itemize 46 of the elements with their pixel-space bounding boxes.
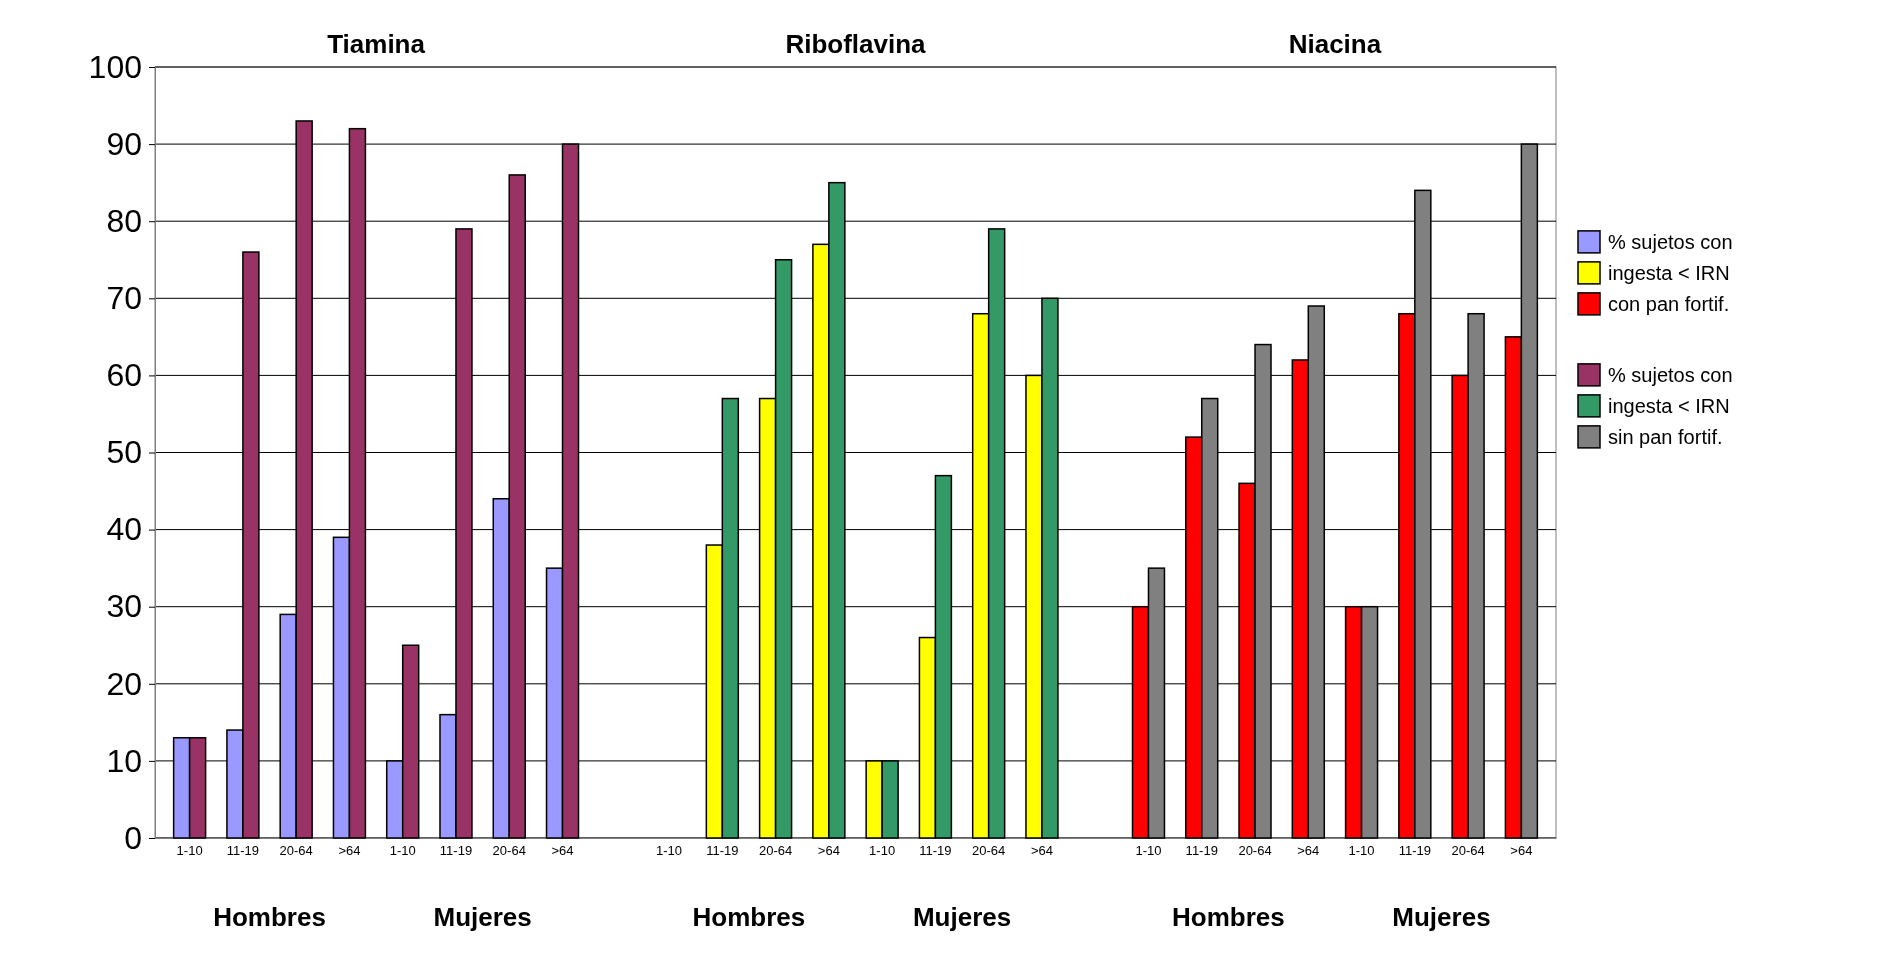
- text: Hombres: [213, 902, 326, 932]
- text: Riboflavina: [785, 29, 927, 59]
- x-tick-label: 20-64: [1451, 843, 1485, 858]
- y-tick-label: 60: [106, 357, 142, 394]
- y-tick-label: 80: [106, 202, 142, 239]
- legend-label: % sujetos con ingesta < IRN sin pan fortif.: [1608, 363, 1733, 448]
- text: Mujeres: [912, 902, 1012, 932]
- x-tick-label: 1-10: [1348, 843, 1375, 858]
- x-tick-label: >64: [1030, 843, 1053, 858]
- text: Hombres: [1172, 902, 1285, 932]
- y-tick-label: 20: [106, 665, 142, 702]
- y-tick-label: 10: [106, 742, 142, 779]
- y-tick-label: 40: [106, 511, 142, 548]
- y-tick-label: 90: [106, 125, 142, 162]
- y-tick-label: 50: [106, 434, 142, 471]
- text: Hombres: [692, 902, 806, 932]
- x-tick-label: 11-19: [706, 843, 739, 858]
- text: Mujeres: [433, 902, 532, 932]
- x-tick-label: >64: [1297, 843, 1320, 858]
- x-tick-label: 20-64: [1238, 843, 1272, 858]
- x-tick-label: 11-19: [1398, 843, 1431, 858]
- x-tick-label: >64: [817, 843, 840, 858]
- x-tick-label: 20-64: [972, 843, 1006, 858]
- x-tick-label: >64: [1510, 843, 1533, 858]
- x-tick-label: 1-10: [1135, 843, 1162, 858]
- x-tick-label: 1-10: [176, 843, 203, 858]
- y-tick-label: 70: [106, 280, 142, 317]
- x-tick-label: 1-10: [869, 843, 896, 858]
- text: Mujeres: [1392, 902, 1491, 932]
- x-tick-label: 1-10: [656, 843, 683, 858]
- y-tick-label: 30: [106, 588, 142, 625]
- x-tick-label: 20-64: [279, 843, 313, 858]
- x-tick-label: 20-64: [758, 843, 793, 858]
- x-tick-label: 20-64: [492, 843, 526, 858]
- legend-label: % sujetos con ingesta < IRN con pan fortif.: [1608, 230, 1733, 315]
- y-tick-label: 0: [124, 819, 142, 856]
- x-tick-label: 11-19: [919, 843, 952, 858]
- x-tick-label: 11-19: [226, 843, 260, 858]
- text: Niacina: [1288, 29, 1382, 59]
- y-tick-label: 100: [88, 48, 142, 85]
- text: Tiamina: [327, 29, 426, 59]
- x-tick-label: >64: [338, 843, 361, 858]
- x-tick-label: 1-10: [389, 843, 416, 858]
- x-tick-label: 11-19: [439, 843, 473, 858]
- x-tick-label: 11-19: [1185, 843, 1218, 858]
- x-tick-label: >64: [551, 843, 574, 858]
